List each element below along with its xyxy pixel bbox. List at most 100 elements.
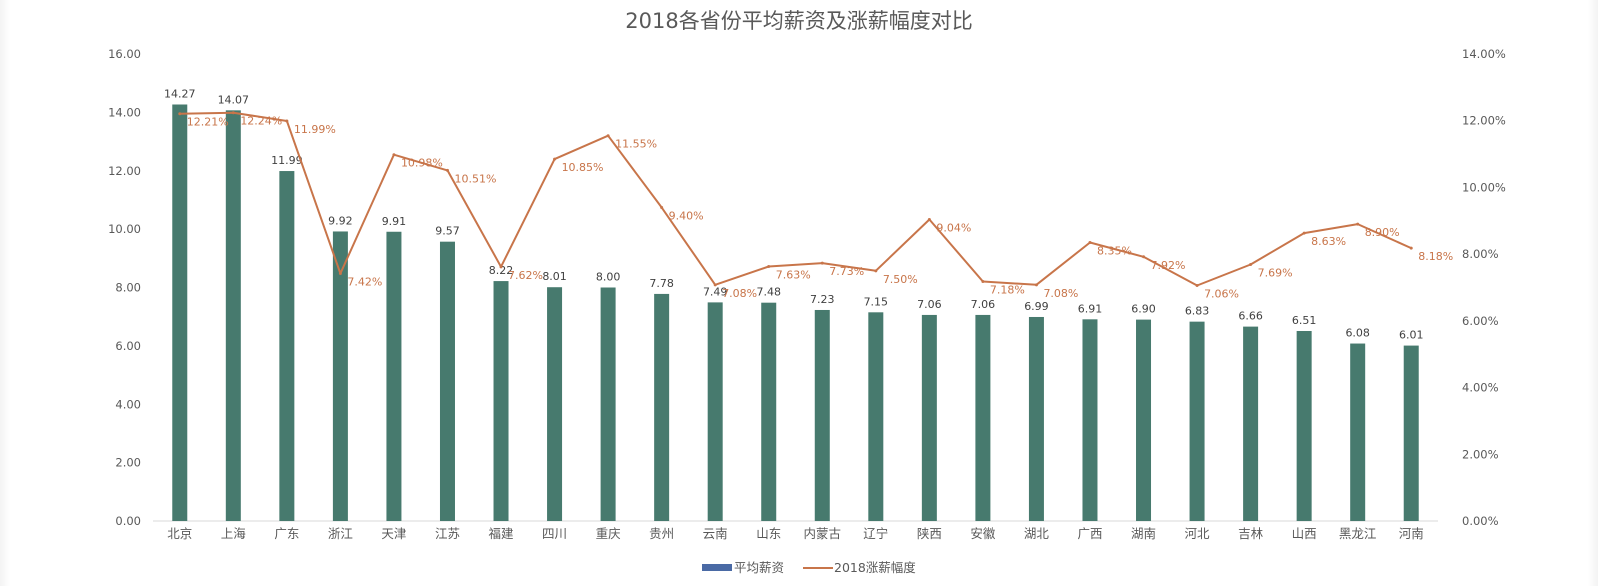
x-category-label: 山东 <box>756 526 781 541</box>
line-data-label: 8.90% <box>1365 226 1400 239</box>
line-point <box>767 264 771 268</box>
y-right-tick-label: 8.00% <box>1462 247 1499 261</box>
bar-data-label: 9.91 <box>382 215 407 228</box>
bar <box>1028 316 1044 521</box>
bar <box>654 293 670 521</box>
line-point <box>445 168 449 172</box>
y-right-tick-label: 6.00% <box>1462 314 1499 328</box>
x-category-label: 浙江 <box>328 526 353 541</box>
bar <box>707 302 723 521</box>
line-point <box>981 279 985 283</box>
x-category-label: 安徽 <box>970 526 996 541</box>
bar-data-label: 14.07 <box>218 93 250 106</box>
legend-label-bar: 平均薪资 <box>734 560 784 575</box>
line-point <box>1302 231 1306 235</box>
left-edge-shade <box>0 0 10 586</box>
line-data-label: 12.21% <box>187 116 229 129</box>
line-point <box>338 271 342 275</box>
bar-data-label: 7.06 <box>971 298 996 311</box>
bar-data-label: 6.51 <box>1292 314 1317 327</box>
line-point <box>1409 246 1413 250</box>
bar-data-label: 8.22 <box>489 264 514 277</box>
bar <box>1082 319 1098 521</box>
x-category-label: 江苏 <box>435 526 460 541</box>
bar-data-label: 6.01 <box>1399 329 1424 342</box>
bar <box>921 314 937 521</box>
bar <box>1243 326 1259 521</box>
bar-data-label: 7.78 <box>649 277 674 290</box>
y-left-tick-label: 16.00 <box>108 47 141 61</box>
bar <box>1403 345 1419 521</box>
bar-data-label: 6.08 <box>1345 327 1370 340</box>
bar-data-label: 6.83 <box>1185 305 1210 318</box>
line-data-label: 7.06% <box>1204 287 1239 300</box>
legend: 平均薪资 2018涨薪幅度 <box>702 560 916 575</box>
line-data-label: 8.18% <box>1418 250 1453 263</box>
y-left-tick-label: 12.00 <box>108 164 141 178</box>
line-data-label: 9.40% <box>669 209 704 222</box>
x-category-label: 广西 <box>1077 526 1102 541</box>
bar-data-label: 9.92 <box>328 214 353 227</box>
bar <box>1136 319 1152 521</box>
line-point <box>1088 240 1092 244</box>
bar-data-label: 8.01 <box>542 270 567 283</box>
line-point <box>820 261 824 265</box>
line-data-label: 8.35% <box>1097 244 1132 257</box>
line-data-label: 7.42% <box>347 275 382 288</box>
chart-title: 2018各省份平均薪资及涨薪幅度对比 <box>625 9 972 33</box>
line-point <box>1034 283 1038 287</box>
x-category-label: 天津 <box>381 526 406 541</box>
x-category-label: 湖南 <box>1131 526 1156 541</box>
line-data-label: 7.08% <box>722 287 757 300</box>
line-data-label: 11.55% <box>615 138 657 151</box>
bar <box>439 241 455 521</box>
x-category-label: 贵州 <box>649 526 674 541</box>
line-point <box>553 157 557 161</box>
line-point <box>1195 283 1199 287</box>
line-point <box>231 111 235 115</box>
bar <box>332 231 348 521</box>
x-category-label: 湖北 <box>1024 526 1050 541</box>
y-left-tick-label: 0.00 <box>115 514 141 528</box>
x-category-label: 云南 <box>703 526 728 541</box>
line-data-label: 12.24% <box>240 115 282 128</box>
x-category-label: 陕西 <box>917 526 942 541</box>
bar-data-label: 8.00 <box>596 271 621 284</box>
line-data-label: 7.18% <box>990 283 1025 296</box>
line-point <box>874 269 878 273</box>
line-data-label: 7.92% <box>1151 259 1186 272</box>
y-left-tick-label: 14.00 <box>108 105 141 119</box>
x-category-label: 重庆 <box>596 526 622 541</box>
line-point <box>392 153 396 157</box>
bar <box>761 302 777 521</box>
x-category-label: 福建 <box>489 526 515 541</box>
bar <box>172 104 188 521</box>
line-series-path <box>179 111 1412 287</box>
x-category-label: 吉林 <box>1238 526 1264 541</box>
y-left-tick-label: 10.00 <box>108 222 141 236</box>
bar <box>225 110 241 521</box>
bar-data-label: 6.90 <box>1131 303 1156 316</box>
line-data-label: 7.08% <box>1043 287 1078 300</box>
line-data-label: 8.63% <box>1311 235 1346 248</box>
line-point <box>713 283 717 287</box>
bar <box>279 171 295 521</box>
bar-data-label: 6.91 <box>1078 302 1103 315</box>
bar-data-label: 7.23 <box>810 293 835 306</box>
bar-data-label: 14.27 <box>164 87 196 100</box>
bar <box>386 231 402 521</box>
x-category-label: 广东 <box>274 526 299 541</box>
line-data-label: 7.69% <box>1258 266 1293 279</box>
legend-swatch-bar <box>702 564 732 571</box>
y-axis-right: 0.00% 2.00% 4.00% 6.00% 8.00% 10.00% 12.00% 14.… <box>1462 47 1506 528</box>
bar <box>868 312 884 521</box>
bar-data-label: 7.49 <box>703 285 728 298</box>
bar <box>493 281 509 521</box>
x-category-label: 河南 <box>1399 526 1424 541</box>
line-point <box>499 265 503 269</box>
bar <box>547 287 563 521</box>
line-point <box>660 205 664 209</box>
line-series: 12.21% 12.24% 11.99% 7.42% 10.98% 10.51% 7.62%… <box>178 111 1453 300</box>
x-category-label: 内蒙古 <box>804 526 842 541</box>
